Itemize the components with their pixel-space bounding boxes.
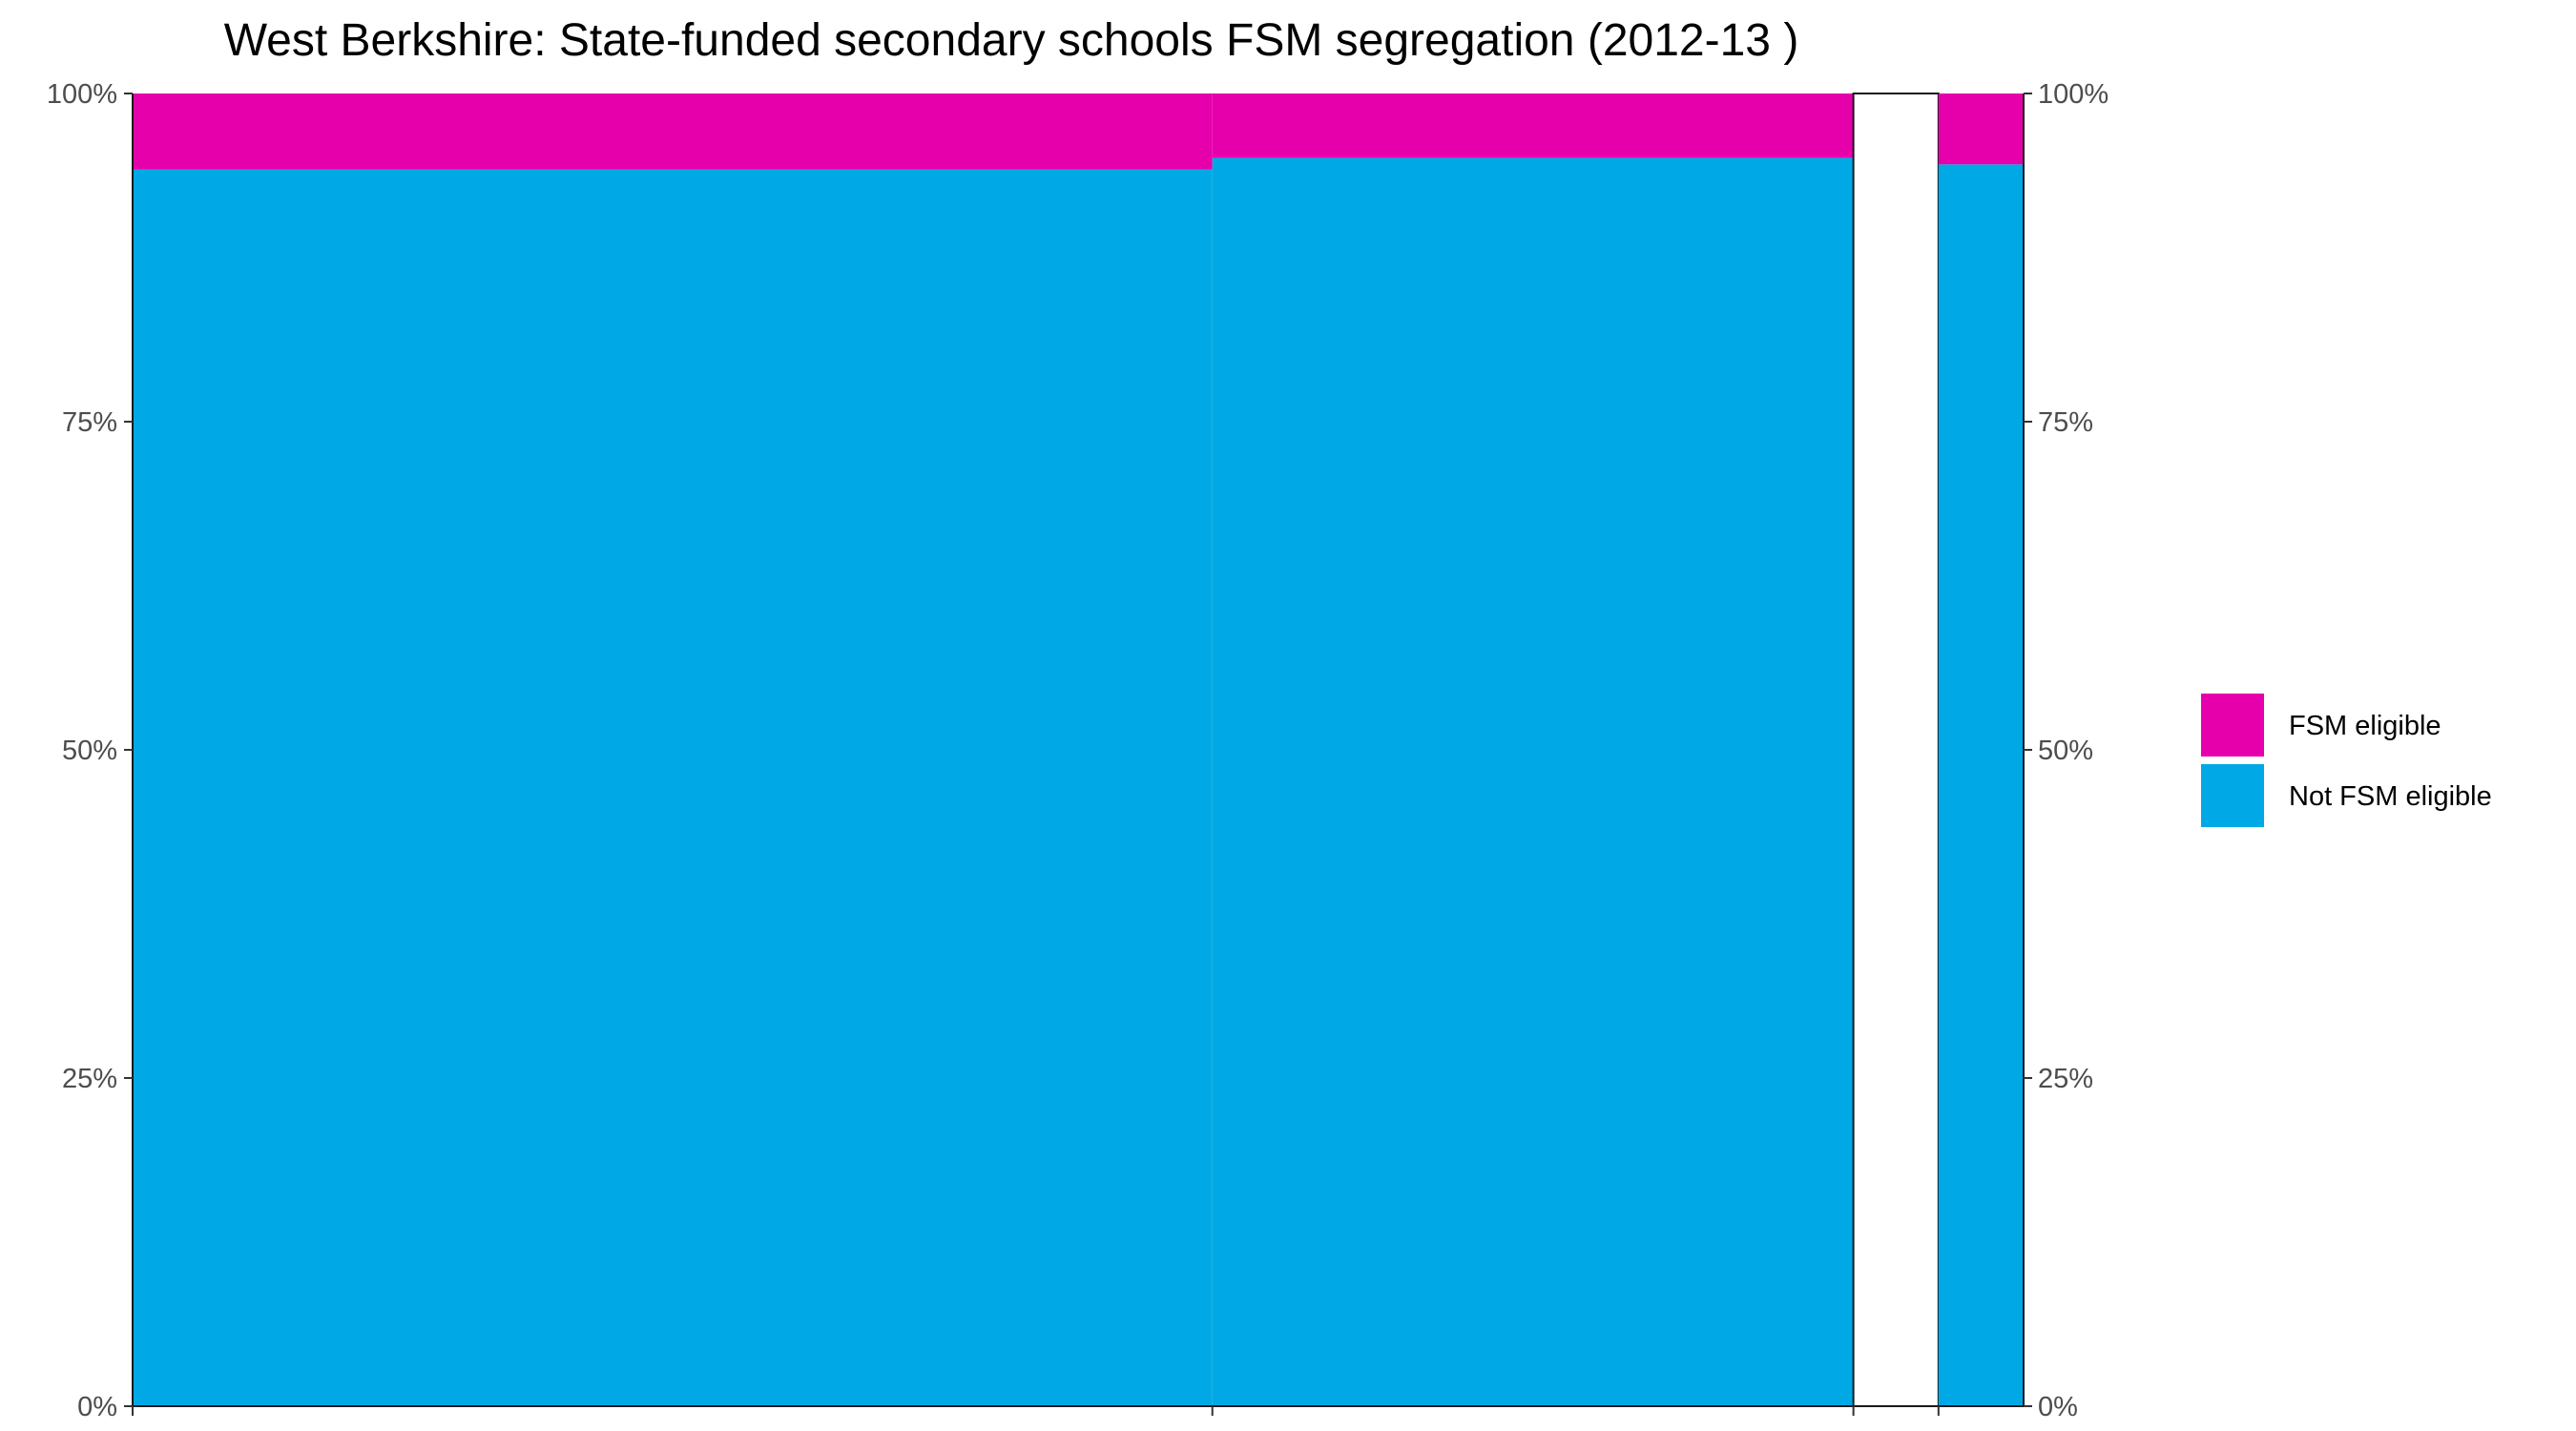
y-tick-label-right-2: 50% — [2038, 736, 2093, 766]
y-tick-label-left-4: 100% — [47, 79, 117, 110]
fsm-segment-1 — [133, 93, 1213, 170]
y-tick-label-right-3: 75% — [2038, 407, 2093, 438]
legend-label-2: Not FSM eligible — [2289, 781, 2492, 812]
y-tick-label-left-0: 0% — [77, 1392, 117, 1422]
y-tick-label-left-3: 75% — [62, 407, 117, 438]
mosaic-columns — [133, 93, 2024, 1407]
chart-title: West Berkshire: State-funded secondary s… — [224, 15, 1799, 66]
legend-swatch-2 — [2201, 764, 2264, 827]
y-tick-label-right-1: 25% — [2038, 1064, 2093, 1094]
not-fsm-segment-2 — [1212, 157, 1854, 1407]
not-fsm-segment-1 — [133, 169, 1213, 1407]
fsm-segment-4 — [1938, 93, 2024, 165]
not-fsm-segment-4 — [1938, 164, 2024, 1407]
legend-label-1: FSM eligible — [2289, 711, 2441, 741]
legend: FSM eligible Not FSM eligible — [2201, 694, 2492, 827]
axes: 0% 0% 25% 25% 50% 50% 75% 75% 100% 100% — [47, 79, 2109, 1422]
y-tick-label-right-4: 100% — [2038, 79, 2109, 110]
empty-column-3 — [1852, 93, 1940, 1407]
legend-swatch-1 — [2201, 694, 2264, 757]
y-tick-label-left-1: 25% — [62, 1064, 117, 1094]
y-tick-label-left-2: 50% — [62, 736, 117, 766]
fsm-segment-2 — [1212, 93, 1854, 158]
y-tick-label-right-0: 0% — [2038, 1392, 2078, 1422]
